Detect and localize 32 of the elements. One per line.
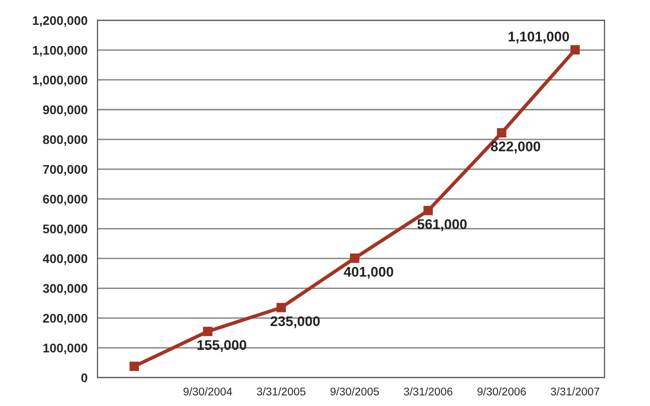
x-tick-label: 3/31/2007 [550,387,600,396]
point [423,206,433,216]
y-tick-label: 600,000 [43,194,88,206]
y-tick-label: 900,000 [43,105,88,116]
y-tick-label: 1,000,000 [32,76,88,86]
point [276,302,286,312]
y-tick-label: 300,000 [42,284,88,295]
x-tick-label: 9/30/2005 [330,387,379,396]
x-tick-label: 3/31/2006 [404,387,452,396]
point [350,254,360,263]
data-label: 155,000 [197,340,246,352]
y-tick-label: 1,200,000 [32,16,88,27]
data-label: 822,000 [490,142,540,154]
y-tick-label: 700,000 [43,164,88,176]
y-tick-label: 1,100,000 [32,46,88,57]
y-tick-label: 100,000 [43,344,88,354]
y-tick-label: 200,000 [43,314,88,324]
y-tick-label: 0 [81,373,88,382]
data-label: 1,101,000 [508,32,569,44]
x-tick-label: 9/30/2006 [477,387,526,396]
point [570,45,580,54]
data-label: 561,000 [417,219,467,232]
y-tick-label: 500,000 [42,224,88,236]
data-label: 235,000 [270,316,320,328]
data-label: 401,000 [344,266,394,279]
x-tick-label: 3/31/2005 [256,387,306,396]
point [130,362,139,371]
y-tick-label: 400,000 [42,254,88,265]
point [496,128,506,138]
point [203,326,212,336]
x-tick-label: 9/30/2004 [184,387,232,396]
y-tick-label: 800,000 [42,135,88,146]
